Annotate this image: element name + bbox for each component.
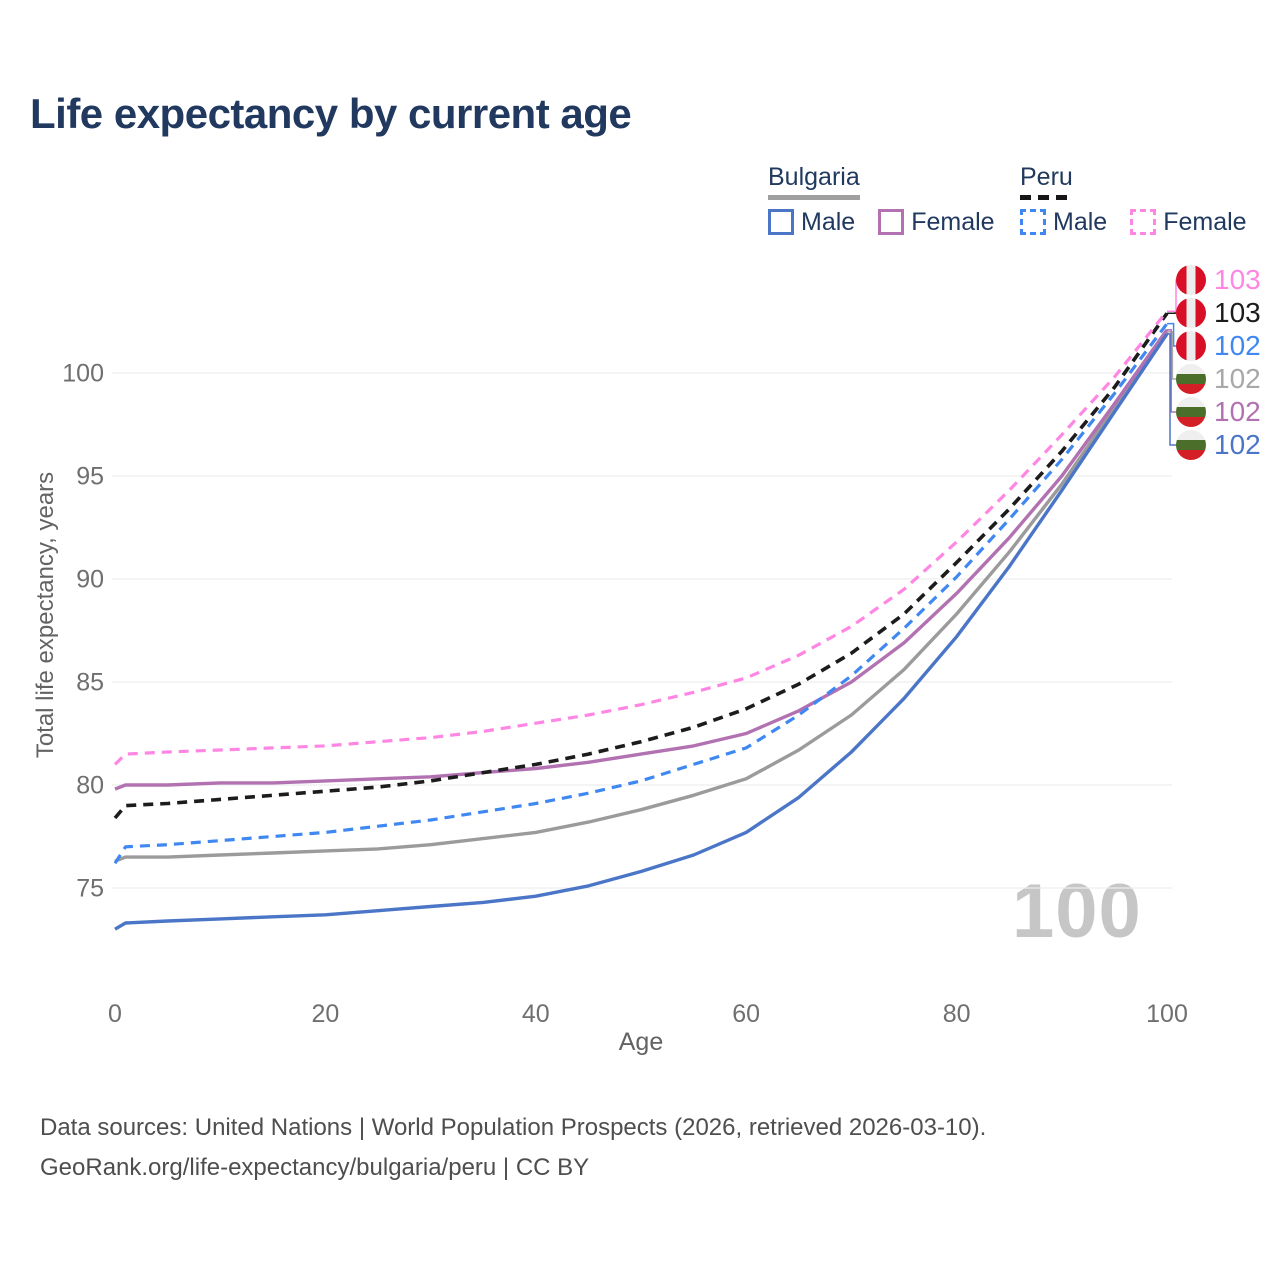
footer: Data sources: United Nations | World Pop… bbox=[40, 1108, 986, 1188]
peru-flag-icon bbox=[1176, 265, 1206, 295]
age-counter-watermark: 100 bbox=[1012, 869, 1142, 954]
legend-group-bulgaria: Bulgaria Male Female bbox=[768, 163, 1018, 235]
end-label-row-bulgaria-female: 102 bbox=[1176, 396, 1261, 428]
legend-country-bulgaria: Bulgaria bbox=[768, 163, 860, 200]
legend-group-peru: Peru Male Female bbox=[1020, 163, 1270, 235]
y-tick-label-75: 75 bbox=[76, 875, 104, 903]
footer-source-line: Data sources: United Nations | World Pop… bbox=[40, 1114, 987, 1141]
page-title: Life expectancy by current age bbox=[30, 90, 632, 137]
legend-swatch-bulgaria-male[interactable] bbox=[768, 209, 794, 235]
x-tick-label-0: 0 bbox=[108, 1000, 122, 1028]
x-tick-label-80: 80 bbox=[943, 1000, 971, 1028]
y-tick-label-90: 90 bbox=[76, 566, 104, 594]
end-label-connector-peru-male bbox=[1167, 322, 1177, 347]
legend-label-peru-female: Female bbox=[1163, 208, 1247, 236]
bulgaria-solid-line-sample bbox=[768, 195, 860, 200]
series-line-peru-male bbox=[113, 322, 1169, 865]
end-label-connector-bulgaria bbox=[1167, 331, 1177, 380]
series-line-bulgaria-female bbox=[114, 328, 1169, 791]
x-tick-label-20: 20 bbox=[311, 1000, 339, 1028]
series-line-bulgaria-male bbox=[114, 332, 1169, 931]
legend-country-peru: Peru bbox=[1020, 163, 1073, 200]
end-label-connector-bulgaria-male bbox=[1167, 333, 1177, 446]
legend-label-peru-male: Male bbox=[1053, 208, 1108, 236]
end-label-row-peru-male: 102 bbox=[1176, 330, 1261, 362]
bulgaria-flag-icon bbox=[1176, 430, 1206, 460]
peru-flag-icon bbox=[1176, 331, 1206, 361]
end-label-connector-bulgaria-female bbox=[1167, 328, 1177, 413]
end-label-row-bulgaria-male: 102 bbox=[1176, 429, 1261, 461]
footer-url-line: GeoRank.org/life-expectancy/bulgaria/per… bbox=[40, 1154, 590, 1181]
legend-label-bulgaria-male: Male bbox=[801, 208, 856, 236]
legend-swatch-bulgaria-female[interactable] bbox=[878, 209, 905, 235]
legend-label-bulgaria-female: Female bbox=[911, 208, 995, 236]
x-axis-title: Age bbox=[618, 1028, 664, 1056]
legend-country-peru-label: Peru bbox=[1020, 163, 1073, 191]
legend-swatch-peru-male[interactable] bbox=[1020, 209, 1046, 235]
end-label-value-bulgaria: 102 bbox=[1214, 363, 1261, 394]
end-label-value-peru-female: 103 bbox=[1214, 264, 1261, 295]
end-label-row-peru-female: 103 bbox=[1176, 264, 1261, 296]
legend-swatch-peru-female[interactable] bbox=[1130, 209, 1157, 235]
legend-country-bulgaria-label: Bulgaria bbox=[768, 163, 860, 191]
end-label-value-bulgaria-female: 102 bbox=[1214, 396, 1261, 427]
x-tick-label-40: 40 bbox=[522, 1000, 550, 1028]
x-tick-label-100: 100 bbox=[1146, 1000, 1188, 1028]
end-label-row-bulgaria: 102 bbox=[1176, 363, 1261, 395]
y-axis-title: Total life expectancy, years bbox=[32, 471, 59, 759]
peru-flag-icon bbox=[1176, 298, 1206, 328]
end-label-value-peru-male: 102 bbox=[1214, 330, 1261, 361]
end-label-value-peru: 103 bbox=[1214, 297, 1261, 328]
peru-dashed-line-sample bbox=[1020, 195, 1073, 200]
y-tick-label-80: 80 bbox=[76, 772, 104, 800]
x-tick-label-60: 60 bbox=[732, 1000, 760, 1028]
bulgaria-flag-icon bbox=[1176, 364, 1206, 394]
end-label-row-peru: 103 bbox=[1176, 297, 1261, 329]
end-label-value-bulgaria-male: 102 bbox=[1214, 429, 1261, 460]
y-tick-label-85: 85 bbox=[76, 669, 104, 697]
series-line-peru bbox=[113, 312, 1169, 820]
bulgaria-flag-icon bbox=[1176, 397, 1206, 427]
y-tick-label-100: 100 bbox=[62, 360, 104, 388]
series-line-bulgaria bbox=[114, 330, 1169, 863]
y-tick-label-95: 95 bbox=[76, 463, 104, 491]
